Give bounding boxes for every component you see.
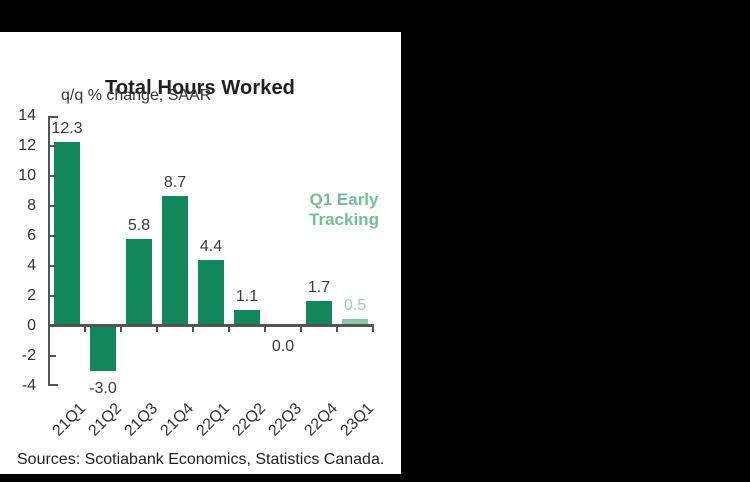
value-label-22Q1: 4.4 <box>199 238 223 255</box>
y-axis-tick <box>48 265 56 267</box>
value-label-22Q3: 0.0 <box>271 338 295 355</box>
y-axis-bottom-cap <box>48 384 58 386</box>
annotation-line-2: Tracking <box>309 210 379 229</box>
x-axis-tick <box>300 327 302 332</box>
y-axis-top-cap <box>48 116 58 118</box>
y-tick-label-10: 10 <box>18 167 36 184</box>
x-axis-tick <box>228 327 230 332</box>
value-label-22Q4: 1.7 <box>307 278 331 296</box>
y-tick-label-0: 0 <box>27 317 36 334</box>
y-axis-tick <box>48 145 56 147</box>
x-tick-label-22Q4: 22Q4 <box>301 400 342 440</box>
x-axis-tick <box>120 327 122 332</box>
bar-21Q3 <box>126 239 152 327</box>
chart-panel: Total Hours Worked q/q % change, SAAR Q1… <box>0 32 401 474</box>
y-axis-tick <box>48 355 56 357</box>
x-tick-label-22Q1: 22Q1 <box>193 400 234 440</box>
x-tick-label-23Q1: 23Q1 <box>337 400 378 440</box>
y-tick-label--4: -4 <box>21 377 36 394</box>
x-tick-label-21Q4: 21Q4 <box>157 400 198 440</box>
annotation-line-1: Q1 Early <box>309 190 379 209</box>
value-label-21Q2: -3.0 <box>89 380 117 397</box>
y-axis-tick <box>48 205 56 207</box>
bar-21Q2 <box>90 326 116 371</box>
y-tick-label-4: 4 <box>27 257 36 274</box>
value-label-21Q3: 5.8 <box>127 217 151 234</box>
q1-early-tracking-annotation: Q1 Early Tracking <box>284 190 404 230</box>
bar-22Q2 <box>234 309 260 327</box>
value-label-21Q4: 8.7 <box>163 173 187 191</box>
x-axis-tick <box>264 327 266 332</box>
x-tick-label-22Q2: 22Q2 <box>229 400 270 440</box>
x-tick-label-21Q3: 21Q3 <box>121 400 162 440</box>
y-tick-label-6: 6 <box>27 227 36 244</box>
y-tick-label--2: -2 <box>21 347 36 364</box>
x-axis-tick <box>336 327 338 332</box>
y-tick-label-2: 2 <box>27 287 36 304</box>
y-axis-tick <box>48 295 56 297</box>
x-axis-tick <box>192 327 194 332</box>
x-tick-label-22Q3: 22Q3 <box>265 400 306 440</box>
bar-21Q1 <box>54 141 80 327</box>
y-axis-line <box>48 116 50 386</box>
chart-title: Total Hours Worked <box>105 77 295 99</box>
y-tick-label-12: 12 <box>18 137 36 154</box>
source-note: Sources: Scotiabank Economics, Statistic… <box>17 451 385 468</box>
y-axis-tick <box>48 235 56 237</box>
y-tick-label-8: 8 <box>27 197 36 214</box>
x-tick-label-21Q1: 21Q1 <box>49 400 90 440</box>
x-axis-tick <box>84 327 86 332</box>
chart-axis-unit-note: q/q % change, SAAR <box>61 87 212 104</box>
x-axis-tick <box>156 327 158 332</box>
x-axis-tick <box>372 327 374 332</box>
value-label-22Q2: 1.1 <box>235 287 259 305</box>
bar-22Q1 <box>198 260 224 327</box>
bar-23Q1 <box>342 318 368 327</box>
y-axis-tick <box>48 175 56 177</box>
value-label-23Q1: 0.5 <box>343 296 367 314</box>
bar-21Q4 <box>162 195 188 327</box>
x-tick-label-21Q2: 21Q2 <box>85 400 126 440</box>
value-label-21Q1: 12.3 <box>51 119 83 137</box>
bar-22Q4 <box>306 300 332 327</box>
y-tick-label-14: 14 <box>18 107 36 124</box>
x-axis-line <box>49 324 374 327</box>
